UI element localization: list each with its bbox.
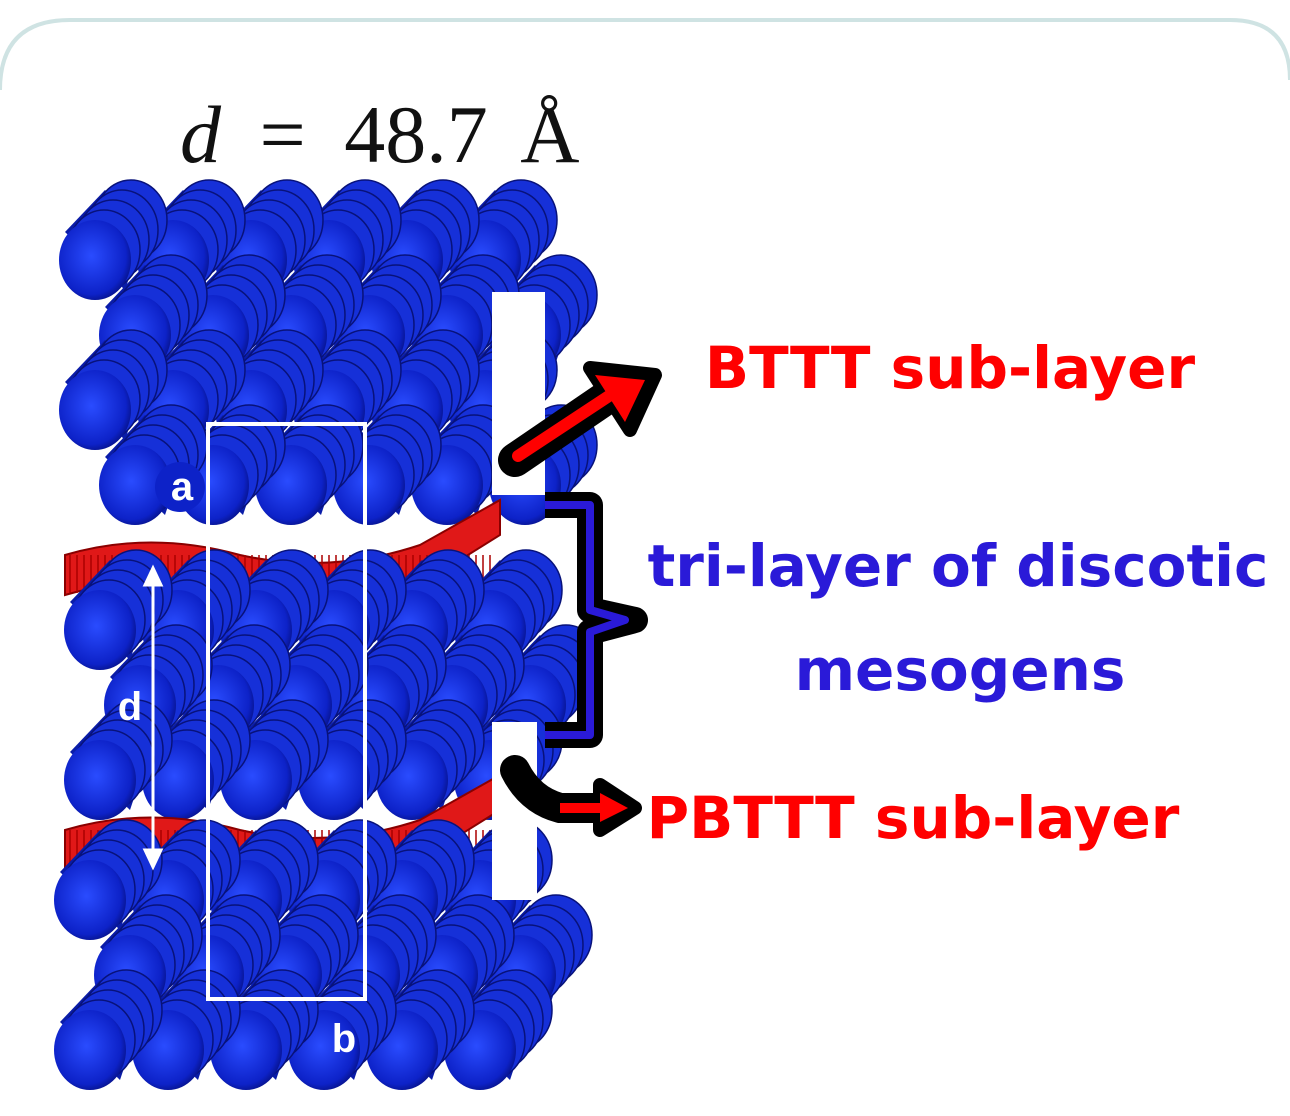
cylinder-face [59, 370, 131, 450]
cylinder-face [54, 860, 126, 940]
axis-label: d [118, 685, 142, 729]
formula: d = 48.7 Å [180, 89, 579, 180]
cylinder-face [59, 220, 131, 300]
label: PBTTT sub-layer [647, 784, 1180, 852]
arrow [512, 386, 621, 462]
cylinder-face [64, 590, 136, 670]
mask [492, 722, 537, 900]
arrow-outline [500, 755, 625, 823]
cylinder-face [54, 1010, 126, 1090]
a-badge [155, 462, 205, 512]
brace [545, 501, 629, 739]
label: tri-layer of discotic [648, 532, 1269, 600]
arrow-head [600, 793, 628, 822]
frame [0, 18, 1290, 91]
cylinder-face [99, 445, 171, 525]
formula-value: 48.7 [344, 89, 488, 180]
axis-label: b [332, 1017, 356, 1061]
formula-equals: = [260, 89, 306, 180]
d-arrow [142, 564, 164, 871]
label: BTTT sub-layer [705, 334, 1196, 402]
cylinder-face [64, 740, 136, 820]
arrow-head [595, 375, 645, 422]
axis-label: a [171, 465, 194, 509]
label: mesogens [795, 636, 1126, 704]
formula-variable: d [180, 89, 222, 180]
formula-unit: Å [520, 89, 579, 180]
unit-cell [206, 422, 367, 1001]
